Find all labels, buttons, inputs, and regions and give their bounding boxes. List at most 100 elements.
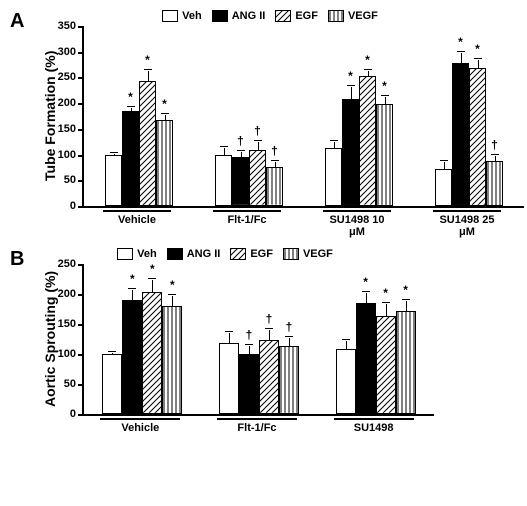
panel-A: AVehANG IIEGFVEGFTube Formation (%)05010… xyxy=(10,10,517,238)
bar xyxy=(325,148,342,206)
bar-group: *** xyxy=(102,292,182,414)
ytick-label: 200 xyxy=(58,288,84,300)
group-underline xyxy=(103,210,171,212)
error-cap xyxy=(220,146,228,147)
significance-marker: † xyxy=(237,134,244,148)
error-cap xyxy=(254,140,262,141)
error-cap xyxy=(237,150,245,151)
swatch xyxy=(328,10,344,22)
legend-item: EGF xyxy=(275,10,318,22)
bar: * xyxy=(122,300,142,414)
error-cap xyxy=(161,113,169,114)
legend-text: VEGF xyxy=(303,248,333,260)
bar xyxy=(105,155,122,206)
bar xyxy=(435,169,452,206)
error-bar xyxy=(148,71,149,82)
error-cap xyxy=(342,339,350,340)
swatch xyxy=(230,248,246,260)
ytick-label: 350 xyxy=(58,20,84,32)
panel-label: A xyxy=(10,10,24,33)
group-label-text: SU1498 25 μM xyxy=(433,214,501,238)
legend-text: Veh xyxy=(137,248,157,260)
error-bar xyxy=(172,296,173,307)
error-cap xyxy=(127,106,135,107)
group-label-text: SU1498 10 μM xyxy=(323,214,391,238)
error-cap xyxy=(330,140,338,141)
legend-text: ANG II xyxy=(187,248,221,260)
error-cap xyxy=(491,154,499,155)
bar-group: *** xyxy=(336,303,416,414)
group-underline xyxy=(323,210,391,212)
significance-marker: * xyxy=(128,90,133,104)
significance-marker: * xyxy=(162,97,167,111)
error-cap xyxy=(381,95,389,96)
legend: VehANG IIEGFVEGF xyxy=(50,10,490,22)
bar: † xyxy=(239,354,259,414)
significance-marker: * xyxy=(363,275,368,289)
bar-group: ††† xyxy=(219,340,299,414)
bar: † xyxy=(266,167,283,206)
ytick-label: 50 xyxy=(64,174,84,186)
group-label-text: SU1498 xyxy=(334,422,414,434)
swatch xyxy=(162,10,178,22)
bar: * xyxy=(359,76,376,206)
error-bar xyxy=(289,338,290,347)
legend-text: ANG II xyxy=(232,10,266,22)
group-label-text: Vehicle xyxy=(103,214,171,226)
error-cap xyxy=(440,160,448,161)
bar: * xyxy=(452,63,469,206)
group-label-text: Flt-1/Fc xyxy=(217,422,297,434)
ytick-label: 0 xyxy=(70,200,84,212)
significance-marker: † xyxy=(286,320,293,334)
significance-marker: † xyxy=(254,124,261,138)
error-bar xyxy=(258,142,259,151)
group-label-text: Vehicle xyxy=(100,422,180,434)
error-bar xyxy=(351,87,352,100)
error-cap xyxy=(144,69,152,70)
significance-marker: † xyxy=(266,312,273,326)
x-group-labels: Vehicle Flt-1/Fc SU1498 10 μM SU1498 25 μM xyxy=(82,210,522,238)
panel-B: BVehANG IIEGFVEGFAortic Sprouting (%)050… xyxy=(10,248,517,434)
significance-marker: * xyxy=(475,42,480,56)
bar: * xyxy=(376,316,396,414)
significance-marker: † xyxy=(271,144,278,158)
x-group-label: Flt-1/Fc xyxy=(217,418,297,434)
bar: * xyxy=(376,104,393,206)
significance-marker: * xyxy=(383,286,388,300)
x-group-label: Vehicle xyxy=(103,210,171,238)
x-group-label: SU1498 10 μM xyxy=(323,210,391,238)
x-group-label: Flt-1/Fc xyxy=(213,210,281,238)
ytick-label: 150 xyxy=(58,318,84,330)
bar: * xyxy=(469,68,486,206)
swatch xyxy=(275,10,291,22)
error-bar xyxy=(478,60,479,69)
group-underline xyxy=(213,210,281,212)
significance-marker: * xyxy=(365,53,370,67)
bar: † xyxy=(279,346,299,414)
error-bar xyxy=(224,148,225,156)
significance-marker: * xyxy=(130,272,135,286)
error-bar xyxy=(241,152,242,158)
significance-marker: * xyxy=(150,262,155,276)
swatch xyxy=(212,10,228,22)
bar: † xyxy=(486,161,503,206)
bar: * xyxy=(156,120,173,206)
group-label-text: Flt-1/Fc xyxy=(213,214,281,226)
error-bar xyxy=(385,97,386,105)
x-group-labels: Vehicle Flt-1/Fc SU1498 xyxy=(82,418,432,434)
error-cap xyxy=(265,328,273,329)
error-bar xyxy=(229,333,230,344)
error-cap xyxy=(245,344,253,345)
y-axis-label: Aortic Sprouting (%) xyxy=(40,264,58,414)
error-cap xyxy=(364,69,372,70)
error-bar xyxy=(165,115,166,120)
error-bar xyxy=(366,293,367,304)
bar: * xyxy=(342,99,359,206)
error-bar xyxy=(249,346,250,355)
error-cap xyxy=(128,288,136,289)
bar-group: * * * xyxy=(105,81,173,206)
error-cap xyxy=(271,160,279,161)
legend: VehANG IIEGFVEGF xyxy=(50,248,400,260)
error-cap xyxy=(457,51,465,52)
error-cap xyxy=(382,302,390,303)
